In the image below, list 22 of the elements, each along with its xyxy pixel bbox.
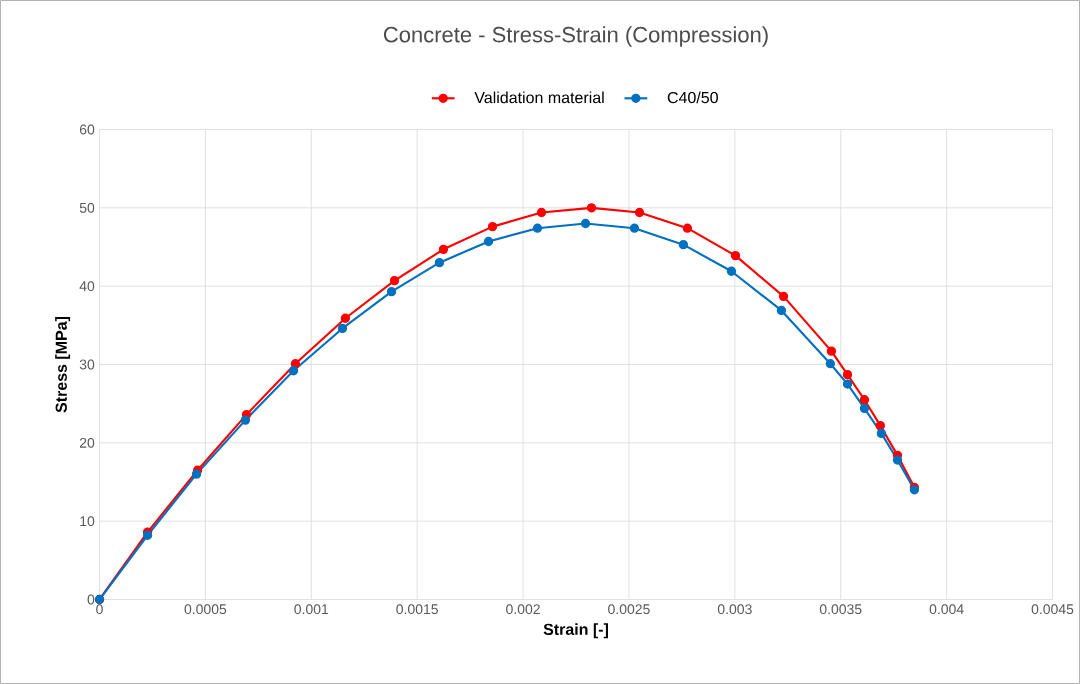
x-tick-label: 0.0005 [184,604,227,615]
y-tick-label: 40 [79,281,95,292]
legend-label: C40/50 [667,91,718,104]
x-tick-label: 0.0025 [608,604,650,615]
y-tick-label: 30 [79,359,95,370]
y-tick-label: 60 [79,124,95,135]
x-tick-label: 0.0035 [819,604,862,615]
x-tick-label: 0.0045 [1031,604,1074,615]
x-tick-label: 0.0015 [396,604,438,615]
y-tick-label: 10 [80,516,95,527]
x-axis-title: Strain [-] [543,623,608,639]
y-tick-label: 50 [79,202,95,213]
y-tick-label: 20 [79,437,95,448]
x-tick-label: 0.003 [717,604,752,615]
x-tick-label: 0.004 [929,604,964,615]
legend-label: Validation material [474,91,604,104]
x-tick-label: 0.001 [294,604,329,615]
y-axis-title: Stress [MPa] [55,316,71,413]
y-tick-label: 0 [87,594,95,605]
chart-title: Concrete - Stress-Strain (Compression) [383,26,768,47]
x-tick-label: 0.002 [506,604,540,615]
x-tick-label: 0 [96,604,103,615]
